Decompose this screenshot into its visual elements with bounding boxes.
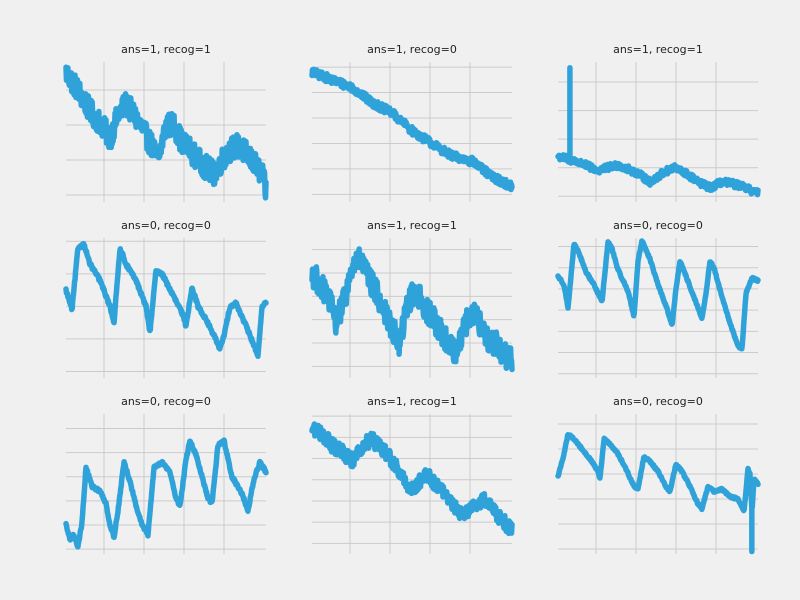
- subplot-title: ans=1, recog=1: [367, 395, 457, 408]
- subplot-4: ans=0, recog=0: [63, 219, 269, 378]
- subplot-6: ans=0, recog=0: [555, 219, 761, 378]
- series-line: [309, 246, 515, 373]
- subplot-9: ans=0, recog=0: [555, 395, 761, 555]
- subplot-title: ans=0, recog=0: [613, 395, 703, 408]
- subplot-2: ans=1, recog=0: [309, 43, 515, 202]
- subplot-1: ans=1, recog=1: [63, 43, 269, 202]
- series-line: [555, 64, 761, 198]
- series-line: [309, 421, 515, 537]
- series-line: [63, 437, 269, 550]
- series-line: [63, 240, 269, 360]
- subplot-title: ans=1, recog=0: [367, 43, 457, 56]
- subplot-7: ans=0, recog=0: [63, 395, 269, 554]
- subplot-title: ans=0, recog=0: [121, 395, 211, 408]
- series-line: [309, 66, 515, 193]
- subplot-title: ans=1, recog=1: [367, 219, 457, 232]
- subplot-5: ans=1, recog=1: [309, 219, 515, 378]
- series-line: [555, 238, 761, 352]
- subplot-title: ans=1, recog=1: [613, 43, 703, 56]
- subplot-title: ans=0, recog=0: [121, 219, 211, 232]
- series-line: [555, 431, 761, 555]
- subplot-8: ans=1, recog=1: [309, 395, 515, 554]
- subplot-title: ans=0, recog=0: [613, 219, 703, 232]
- subplot-title: ans=1, recog=1: [121, 43, 211, 56]
- series-line: [63, 64, 269, 201]
- subplot-3: ans=1, recog=1: [555, 43, 761, 202]
